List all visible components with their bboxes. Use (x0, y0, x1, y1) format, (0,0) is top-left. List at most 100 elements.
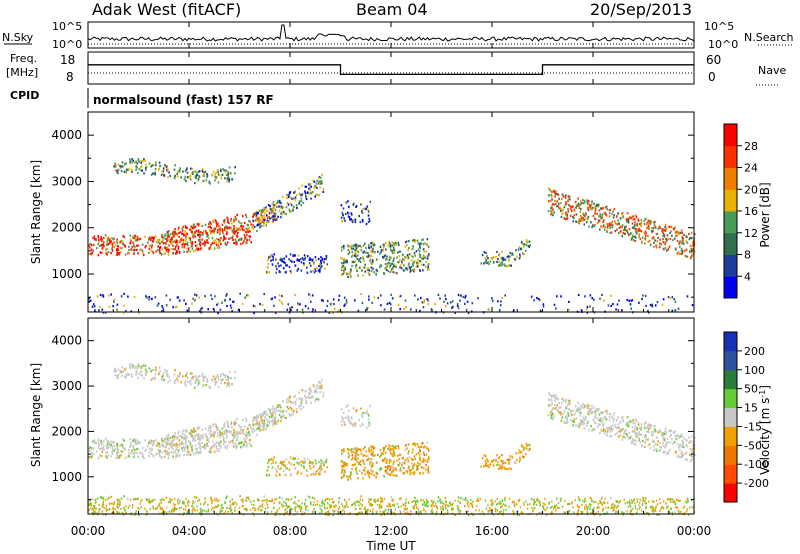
velocity-cell (350, 421, 352, 424)
velocity-cell (215, 376, 217, 379)
power-cell (351, 220, 354, 224)
station-title: Adak West (fitACF) (92, 0, 241, 19)
velocity-cell (397, 447, 400, 450)
power-cell (637, 218, 640, 221)
velocity-cell (104, 454, 107, 458)
power-cell (407, 256, 410, 259)
power-cell (491, 297, 493, 300)
velocity-cell (227, 379, 229, 382)
velocity-cell (309, 460, 311, 463)
velocity-cell (135, 370, 137, 373)
velocity-cell (263, 425, 266, 428)
power-cell (587, 206, 590, 209)
velocity-cell (566, 419, 568, 422)
power-cell (280, 257, 282, 260)
power-cell (290, 204, 293, 207)
power-cell (222, 239, 225, 242)
power-cell (161, 236, 163, 239)
power-cell (233, 227, 235, 230)
power-cell (397, 241, 400, 244)
power-cell (202, 174, 204, 177)
power-cell (158, 161, 161, 164)
power-cell (272, 206, 274, 209)
velocity-cell (97, 446, 100, 449)
power-cell (162, 307, 164, 310)
velocity-cell (634, 439, 636, 442)
velocity-cell (551, 408, 553, 412)
velocity-cell (515, 452, 517, 455)
power-cell (268, 211, 271, 214)
velocity-cell (349, 474, 352, 477)
velocity-cell (198, 380, 201, 383)
velocity-cell (308, 465, 311, 468)
power-cell (415, 250, 418, 253)
power-cell (319, 270, 321, 273)
velocity-cell (233, 424, 235, 427)
velocity-cell (567, 412, 569, 415)
power-cell (172, 232, 175, 235)
power-cell (318, 265, 320, 268)
power-cell (690, 231, 693, 234)
power-cell (651, 227, 653, 230)
power-cell (108, 238, 111, 241)
velocity-cell (212, 423, 214, 426)
power-cell (421, 239, 423, 242)
velocity-cell (680, 452, 683, 455)
power-cell (405, 306, 407, 309)
power-cell (128, 158, 131, 161)
power-cell (237, 227, 240, 230)
power-cell (589, 204, 591, 207)
velocity-cell (413, 473, 415, 476)
power-cell (580, 218, 583, 221)
power-cell (98, 238, 100, 241)
velocity-cell (628, 431, 631, 434)
power-cell (123, 163, 126, 166)
power-cell (681, 236, 684, 239)
velocity-cell (317, 387, 320, 390)
power-cell (154, 171, 156, 174)
velocity-cell (144, 371, 147, 374)
power-cell (277, 215, 279, 218)
power-cell (132, 236, 134, 239)
velocity-cell (169, 379, 171, 382)
velocity-cell (176, 380, 179, 383)
velocity-cell (300, 404, 303, 407)
power-cell (560, 209, 562, 212)
power-cell (386, 265, 388, 268)
velocity-cell (674, 502, 677, 506)
power-cell (330, 302, 333, 305)
power-cell (509, 251, 511, 255)
power-cell (252, 215, 254, 219)
velocity-cell (371, 453, 374, 456)
power-cell (231, 178, 234, 181)
power-cell (161, 310, 163, 313)
power-cell (599, 228, 601, 231)
power-cell (550, 210, 553, 213)
power-cell (563, 195, 565, 198)
velocity-cell (644, 497, 647, 500)
power-cell (150, 236, 153, 239)
velocity-cell (679, 435, 682, 438)
velocity-cell (293, 463, 295, 466)
power-cell (277, 262, 279, 265)
power-cell (296, 206, 298, 210)
power-cell (113, 241, 115, 244)
velocity-cell (345, 503, 348, 506)
power-cell (173, 240, 175, 243)
power-cell (389, 256, 392, 259)
power-cell (172, 230, 175, 233)
velocity-cell (177, 430, 180, 433)
velocity-cell (580, 406, 583, 409)
velocity-cell (393, 452, 395, 455)
power-cell (692, 247, 694, 251)
power-cell (577, 197, 580, 200)
power-cell (176, 240, 179, 243)
power-cell (280, 264, 282, 267)
power-cell (184, 225, 187, 228)
velocity-cell (383, 475, 385, 478)
power-cell (678, 231, 680, 234)
velocity-cell (99, 507, 101, 510)
velocity-cell (594, 416, 596, 419)
velocity-cell (164, 441, 167, 444)
power-cell (610, 223, 612, 226)
